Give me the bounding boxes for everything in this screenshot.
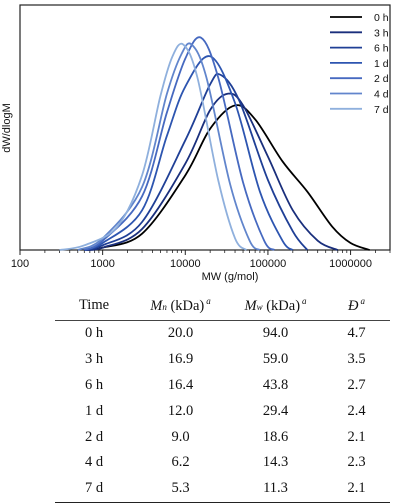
gpc-chart: 100 1000 10000 100000 1000000 MW (g/mol) dW/dl… [1, 4, 391, 283]
mn-cell: 16.4 [167, 376, 194, 393]
series-line-0h [84, 104, 370, 251]
dispersity-cell: 2.3 [347, 454, 366, 471]
series-line-7d [59, 42, 248, 251]
header-mn: Mn (kDa) a [133, 290, 228, 321]
x-tick-label: 1000000 [329, 258, 372, 270]
time-cell: 4 d [84, 454, 104, 471]
dispersity-cell: 3.5 [347, 351, 366, 368]
dispersity-cell: 2.1 [323, 475, 390, 503]
time-cell: 3 h [84, 351, 104, 368]
legend-label-7d: 7 d [374, 104, 389, 116]
mw-cell: 14.3 [262, 454, 289, 471]
x-axis-label: MW (g/mol) [202, 271, 259, 283]
series-line-4d [77, 42, 261, 251]
legend-label-4d: 4 d [374, 89, 389, 101]
time-cell: 1 d [84, 402, 104, 419]
dispersity-cell: 2.1 [347, 428, 366, 445]
time-cell: 0 h [84, 325, 104, 342]
series-line-6h [84, 72, 309, 251]
x-tick-label: 100 [11, 258, 29, 270]
table-row: 3 h 16.9 59.0 3.5 [55, 347, 390, 373]
table-row: 2 d 9.0 18.6 2.1 [55, 424, 390, 450]
dispersity-cell: 4.7 [347, 325, 366, 342]
series-line-2d [83, 36, 276, 251]
mn-cell: 20.0 [167, 325, 194, 342]
time-cell: 7 d [55, 475, 133, 503]
legend-label-0h: 0 h [374, 12, 389, 24]
mn-cell: 5.3 [133, 475, 228, 503]
mw-cell: 11.3 [228, 475, 323, 503]
mn-cell: 12.0 [167, 402, 194, 419]
x-tick-label: 10000 [170, 258, 201, 270]
mw-cell: 59.0 [262, 351, 289, 368]
table-row: 0 h 20.0 94.0 4.7 [55, 321, 390, 347]
legend-label-3h: 3 h [374, 27, 389, 39]
mn-cell: 6.2 [171, 454, 190, 471]
legend-label-1d: 1 d [374, 58, 389, 70]
header-mw: Mw (kDa) a [228, 290, 323, 321]
dispersity-cell: 2.4 [347, 402, 366, 419]
mw-cell: 18.6 [262, 428, 289, 445]
mw-cell: 94.0 [262, 325, 289, 342]
mw-cell: 29.4 [262, 402, 289, 419]
plot-frame [19, 4, 391, 251]
table-row: 4 d 6.2 14.3 2.3 [55, 450, 390, 476]
legend-label-2d: 2 d [374, 73, 389, 85]
mn-cell: 16.9 [167, 351, 194, 368]
header-time: Time [55, 290, 133, 321]
legend-label-6h: 6 h [374, 43, 389, 55]
table-row: 1 d 12.0 29.4 2.4 [55, 398, 390, 424]
time-cell: 2 d [84, 428, 104, 445]
mw-cell: 43.8 [262, 376, 289, 393]
y-axis-label: dW/dlogM [1, 103, 13, 153]
x-tick-label: 1000 [90, 258, 114, 270]
time-cell: 6 h [84, 376, 104, 393]
mn-cell: 9.0 [171, 428, 190, 445]
x-tick-label: 100000 [250, 258, 287, 270]
series-line-3h [84, 92, 339, 251]
series-line-1d [83, 55, 294, 251]
table-row: 6 h 16.4 43.8 2.7 [55, 373, 390, 399]
table-row: 7 d 5.3 11.3 2.1 [55, 475, 390, 503]
dispersity-cell: 2.7 [347, 376, 366, 393]
